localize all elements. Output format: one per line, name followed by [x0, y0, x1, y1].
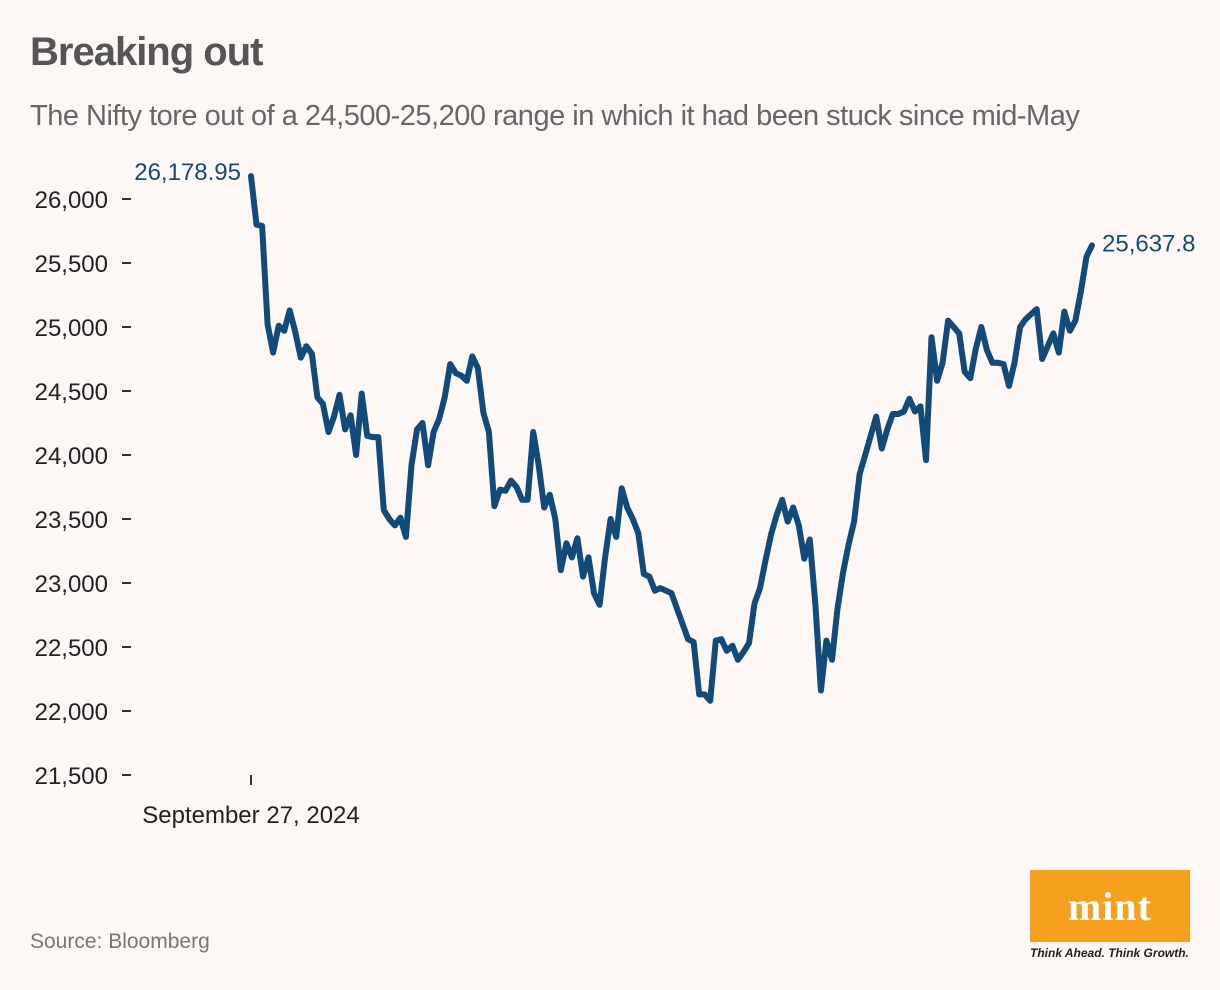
x-axis: September 27, 2024	[142, 775, 360, 829]
logo-tagline: Think Ahead. Think Growth.	[1030, 946, 1189, 960]
nifty-series-line	[248, 173, 1095, 704]
mint-logo-text: mint	[1068, 883, 1152, 929]
start-value-label: 26,178.95	[134, 159, 241, 186]
chart-title: Breaking out	[30, 30, 263, 74]
y-tick-label: 24,500	[35, 379, 108, 406]
y-tick-label: 22,000	[35, 699, 108, 726]
y-tick-label: 26,000	[35, 187, 108, 214]
source-note: Source: Bloomberg	[30, 930, 210, 953]
y-axis: 21,500 22,000 22,500 23,000 23,500 24,000 24,5…	[35, 187, 131, 790]
chart-subtitle: The Nifty tore out of a 24,500-25,200 ra…	[30, 100, 1080, 132]
y-tick-label: 24,000	[35, 443, 108, 470]
line-chart: 21,500 22,000 22,500 23,000 23,500 24,000 24,5…	[35, 159, 1196, 829]
y-tick-label: 23,000	[35, 571, 108, 598]
end-value-label: 25,637.8	[1102, 230, 1195, 257]
y-tick-label: 25,000	[35, 315, 108, 342]
mint-logo: mint	[1030, 870, 1190, 942]
y-tick-label: 21,500	[35, 763, 108, 790]
x-tick-label: September 27, 2024	[142, 802, 360, 829]
y-tick-label: 23,500	[35, 507, 108, 534]
y-tick-label: 25,500	[35, 251, 108, 278]
y-tick-label: 22,500	[35, 635, 108, 662]
